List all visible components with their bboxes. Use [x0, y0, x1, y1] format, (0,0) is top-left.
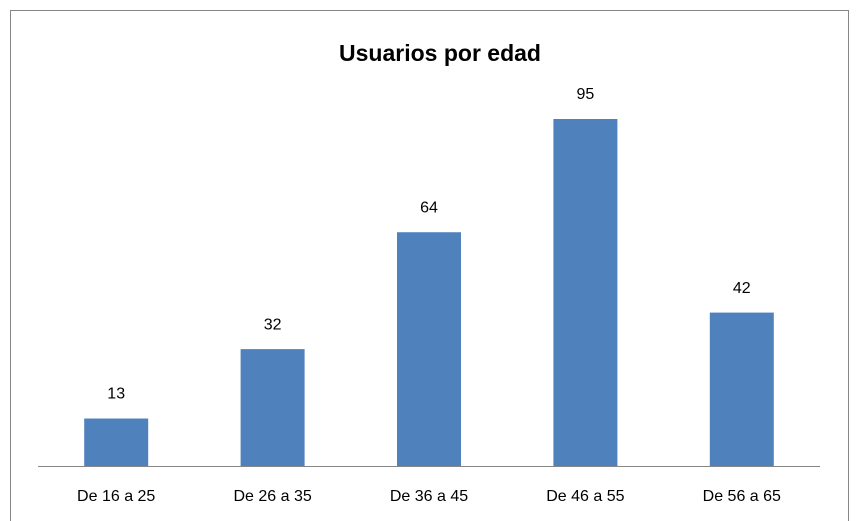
x-tick-label: De 56 a 65 [703, 488, 781, 505]
data-label: 42 [733, 280, 751, 297]
x-tick-label: De 16 a 25 [77, 488, 155, 505]
x-tick-label: De 46 a 55 [546, 488, 624, 505]
data-label: 95 [577, 86, 595, 103]
x-tick-label: De 26 a 35 [233, 488, 311, 505]
bar [397, 232, 461, 466]
bar [84, 418, 149, 466]
data-label: 13 [107, 386, 125, 403]
data-label: 64 [420, 199, 438, 216]
data-label: 32 [264, 316, 282, 333]
chart-title: Usuarios por edad [339, 40, 541, 66]
bar [240, 349, 305, 466]
bar [553, 119, 618, 466]
bar [709, 312, 774, 466]
x-tick-label: De 36 a 45 [390, 488, 468, 505]
